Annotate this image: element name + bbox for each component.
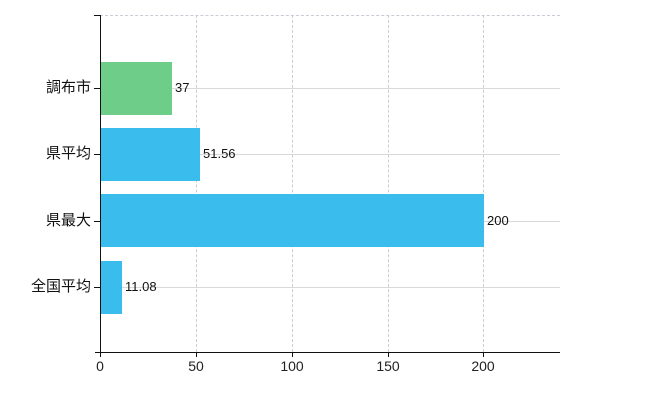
category-label: 調布市 <box>45 79 91 96</box>
category-label: 県最大 <box>45 212 91 229</box>
bar-value-label: 37 <box>175 80 190 95</box>
category-tick <box>94 221 100 222</box>
y-axis <box>100 15 101 357</box>
bar <box>101 194 484 247</box>
category-tick <box>94 154 100 155</box>
x-tick <box>388 352 389 357</box>
y-axis-end-tick <box>94 15 100 16</box>
category-label: 全国平均 <box>30 278 91 295</box>
plot-top-border <box>100 15 560 16</box>
x-tick <box>483 352 484 357</box>
x-tick <box>100 352 101 357</box>
x-gridline <box>291 15 293 352</box>
category-tick <box>94 287 100 288</box>
category-tick <box>94 88 100 89</box>
bar <box>101 128 200 181</box>
y-gridline <box>101 154 560 155</box>
bar-value-label: 51.56 <box>203 146 236 161</box>
x-tick-label: 0 <box>96 358 104 374</box>
x-gridline <box>387 15 389 352</box>
bar <box>101 62 172 115</box>
bar-value-label: 200 <box>487 213 509 228</box>
x-tick-label: 150 <box>376 358 400 374</box>
x-gridline <box>195 15 197 352</box>
x-tick-label: 200 <box>471 358 495 374</box>
x-gridline <box>483 15 485 352</box>
x-tick-label: 100 <box>280 358 304 374</box>
bar-value-label: 11.08 <box>125 279 157 294</box>
x-tick-label: 50 <box>188 358 204 374</box>
category-label: 県平均 <box>45 145 91 162</box>
y-gridline <box>101 88 560 89</box>
y-gridline <box>101 287 560 288</box>
bar <box>101 261 122 314</box>
x-axis <box>95 352 560 353</box>
x-tick <box>196 352 197 357</box>
x-tick <box>292 352 293 357</box>
